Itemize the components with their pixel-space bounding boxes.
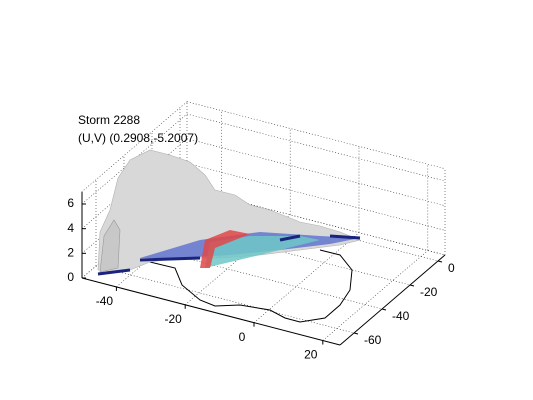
z-tick-label: 2 bbox=[67, 246, 74, 260]
x-tick-label: -20 bbox=[165, 312, 183, 326]
navy-edge bbox=[97, 234, 361, 276]
grid-line bbox=[186, 187, 446, 256]
grid-line bbox=[186, 163, 446, 231]
grid-line bbox=[186, 138, 446, 206]
cyan-layer bbox=[205, 236, 320, 268]
x-tick-label: 20 bbox=[304, 348, 318, 362]
grid-line bbox=[123, 241, 383, 310]
tick-mark bbox=[381, 308, 387, 311]
tick-mark bbox=[353, 332, 359, 335]
grid-line bbox=[179, 193, 439, 262]
terrain-outline bbox=[149, 249, 353, 323]
grid-line bbox=[151, 217, 411, 286]
z-tick-label: 4 bbox=[67, 221, 74, 235]
box-edge bbox=[186, 101, 446, 169]
y-tick-label: -40 bbox=[392, 309, 410, 323]
grid-line bbox=[186, 113, 446, 182]
tick-mark bbox=[409, 284, 415, 287]
y-tick-label: -20 bbox=[420, 285, 438, 299]
chart-subtitle: (U,V) (0.2908,-5.2007) bbox=[78, 131, 198, 145]
red-layer bbox=[200, 230, 250, 268]
x-tick-label: -40 bbox=[96, 294, 114, 308]
y-axis bbox=[339, 254, 446, 346]
x-axis bbox=[81, 277, 341, 346]
grid-line bbox=[253, 232, 360, 323]
grid-line bbox=[322, 250, 428, 341]
gray-column bbox=[99, 219, 121, 273]
y-tick-label: 0 bbox=[448, 261, 455, 275]
tick-mark bbox=[437, 260, 443, 263]
surface bbox=[97, 149, 361, 323]
z-tick-label: 0 bbox=[67, 270, 74, 284]
z-tick-label: 6 bbox=[67, 196, 74, 210]
y-tick-label: -60 bbox=[364, 333, 382, 347]
chart-title: Storm 2288 bbox=[78, 113, 140, 127]
axes-front: -40 -20 0 20 -60 -40 -20 0 0 2 4 6 bbox=[67, 191, 455, 362]
box-edge bbox=[81, 101, 188, 192]
x-tick-label: 0 bbox=[239, 330, 246, 344]
grid-line bbox=[95, 265, 355, 334]
